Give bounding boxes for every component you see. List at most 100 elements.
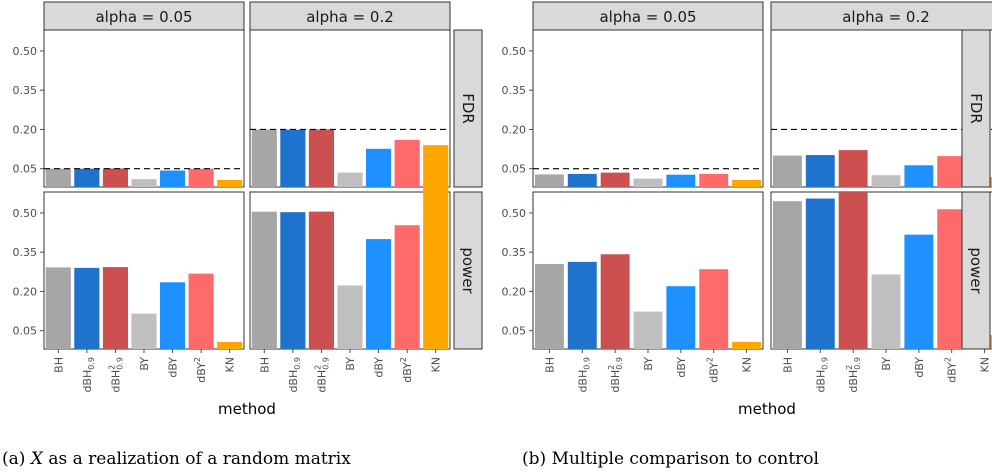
bar [131, 179, 157, 187]
facet-panel [532, 29, 764, 188]
x-axis-title: method [218, 400, 276, 418]
bar [633, 178, 663, 187]
bar [188, 273, 214, 349]
x-tick-label: dBY2 [193, 357, 208, 383]
bar [534, 263, 564, 349]
y-tick-label: 0.05 [502, 325, 527, 338]
facet-row-label: power [459, 247, 477, 294]
y-tick-label: 0.35 [13, 84, 38, 97]
bar [308, 129, 334, 187]
bar [805, 155, 835, 187]
y-tick-label: 0.20 [13, 123, 38, 136]
bar [600, 254, 630, 349]
bar [937, 156, 967, 187]
y-tick-label: 0.20 [502, 285, 527, 298]
x-tick-label: dBH0.9 [287, 357, 302, 393]
bar [732, 179, 762, 187]
bar [102, 267, 128, 349]
bar [217, 341, 243, 349]
y-tick-label: 0.20 [502, 123, 527, 136]
x-tick-label: dBY [167, 357, 180, 378]
facet-row-strip [453, 29, 483, 188]
y-tick-label: 0.50 [502, 207, 527, 220]
x-tick-label: BH [543, 357, 556, 373]
bar [772, 155, 802, 187]
bar [772, 201, 802, 349]
bar [251, 129, 277, 187]
bar [45, 168, 71, 187]
bar [74, 267, 100, 349]
bar [366, 148, 392, 187]
facet-column-label: alpha = 0.2 [842, 8, 930, 26]
facet-row-label: power [967, 247, 985, 294]
x-tick-label: BH [258, 357, 271, 373]
bar [904, 234, 934, 349]
bar [567, 261, 597, 349]
y-tick-label: 0.20 [13, 285, 38, 298]
y-tick-label: 0.35 [13, 246, 38, 259]
facet-row-strip [961, 191, 991, 350]
bar [337, 172, 363, 187]
bar [699, 173, 729, 187]
x-tick-label: dBH0.9 [81, 357, 96, 393]
bar [45, 267, 71, 349]
x-tick-label: BY [642, 357, 655, 371]
facet-row-label: FDR [967, 93, 985, 124]
facet-strip [249, 1, 451, 31]
bar [251, 211, 277, 349]
facet-panel [249, 29, 451, 188]
x-tick-label: KN [741, 357, 754, 372]
facet-row-label: FDR [459, 93, 477, 124]
x-tick-label: BY [138, 357, 151, 371]
x-tick-label: BY [344, 357, 357, 371]
x-tick-label: dBY2 [944, 357, 959, 383]
bar [838, 150, 868, 187]
bar [394, 139, 420, 187]
y-tick-label: 0.05 [502, 163, 527, 176]
x-tick-label: KN [224, 357, 237, 372]
facet-row-strip [453, 191, 483, 350]
facet-column-label: alpha = 0.2 [306, 8, 394, 26]
facet-panel [43, 29, 245, 188]
bar [904, 165, 934, 187]
bar [308, 211, 334, 349]
bar [217, 179, 243, 187]
x-tick-label: dBH0.9 [814, 357, 829, 393]
y-tick-label: 0.50 [13, 45, 38, 58]
facet-column-label: alpha = 0.05 [599, 8, 696, 26]
bar [423, 145, 449, 187]
bar [666, 286, 696, 349]
y-tick-label: 0.35 [502, 84, 527, 97]
bar [732, 341, 762, 349]
bar [102, 168, 128, 187]
bar [567, 173, 597, 187]
y-tick-label: 0.50 [502, 45, 527, 58]
figure-caption: (a) X as a realization of a random matri… [2, 449, 351, 469]
bar [838, 191, 868, 349]
x-tick-label: BY [880, 357, 893, 371]
bar [534, 174, 564, 187]
bar [937, 209, 967, 349]
bar [423, 183, 449, 349]
facet-strip [770, 1, 992, 31]
bar [74, 168, 100, 187]
chart-b: alpha = 0.05 0.05 0.20 0.35 0.50 0.05 0.20 0.35… [502, 1, 992, 469]
x-tick-label: dBH20.9 [607, 357, 624, 393]
x-tick-label: BH [52, 357, 65, 373]
x-tick-label: KN [430, 357, 443, 372]
y-tick-label: 0.05 [13, 325, 38, 338]
x-tick-label: dBH20.9 [845, 357, 862, 393]
x-tick-label: dBY2 [706, 357, 721, 383]
bar [188, 168, 214, 187]
facet-strip [43, 1, 245, 31]
bar [280, 129, 306, 187]
bar [280, 212, 306, 349]
bar [633, 311, 663, 349]
y-tick-label: 0.05 [13, 163, 38, 176]
x-tick-label: dBY [675, 357, 688, 378]
bar [699, 269, 729, 349]
x-tick-label: BH [781, 357, 794, 373]
bar [366, 239, 392, 349]
facet-column-label: alpha = 0.05 [95, 8, 192, 26]
